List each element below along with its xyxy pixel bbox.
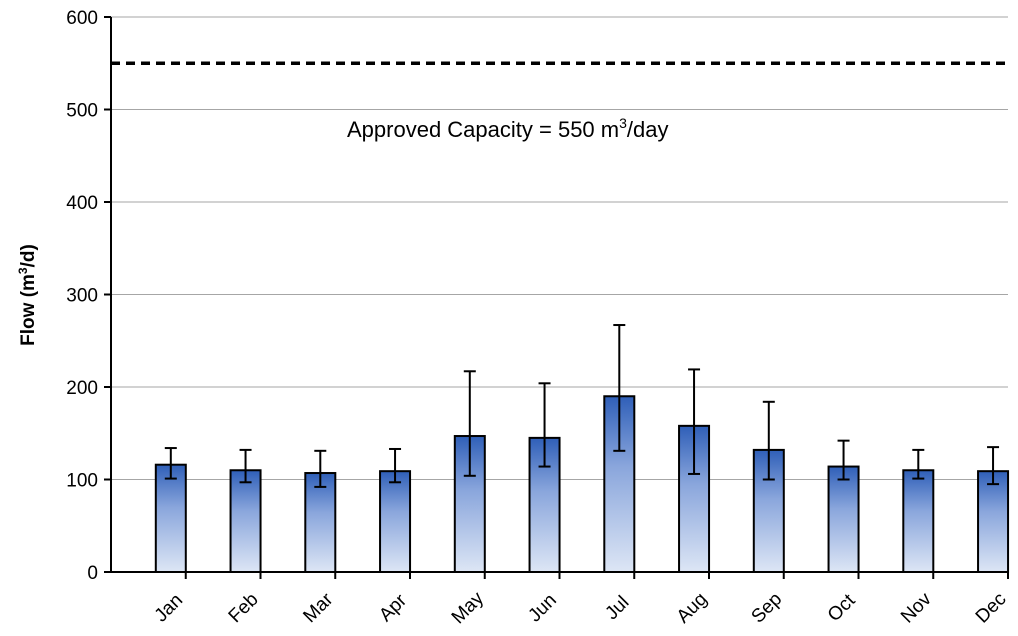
x-tick-label-aug: Aug [673, 589, 712, 628]
bar-jan [154, 463, 187, 574]
approved-capacity-label-main: Approved Capacity = 550 m [347, 117, 619, 142]
x-tick-labels: Jan Feb Mar Apr May Jun Jul Aug Sep Oct Nov Dec [151, 588, 1011, 629]
error-bars [164, 324, 1009, 579]
x-tick-label-mar: Mar [299, 589, 337, 627]
y-axis-title-main: Flow (m [18, 274, 39, 346]
y-tick-label-100: 100 [66, 471, 98, 492]
bar-oct [827, 465, 860, 573]
bar-mar [304, 472, 337, 573]
y-tick-label-500: 500 [66, 101, 98, 122]
x-tick-label-nov: Nov [897, 588, 936, 627]
x-tick-label-apr: Apr [375, 590, 411, 626]
y-tick-label-200: 200 [66, 378, 98, 399]
approved-capacity-label-superscript: 3 [619, 115, 627, 131]
bars [154, 395, 1010, 574]
y-axis-title: Flow (m3/d) [16, 244, 39, 346]
y-tick-label-0: 0 [87, 563, 98, 584]
bar-apr [379, 470, 412, 573]
x-tick-label-jan: Jan [151, 590, 188, 627]
y-tick-label-400: 400 [66, 193, 98, 214]
y-tick-label-600: 600 [66, 8, 98, 29]
axes [110, 17, 1008, 573]
x-tick-label-dec: Dec [972, 589, 1011, 628]
x-tick-label-oct: Oct [824, 590, 860, 626]
y-tick-label-300: 300 [66, 286, 98, 307]
y-axis-title-superscript: 3 [16, 267, 30, 274]
x-tick-label-sep: Sep [748, 589, 787, 628]
x-tick-label-jul: Jul [601, 592, 633, 624]
bar-nov [902, 469, 935, 573]
x-tick-label-feb: Feb [225, 589, 263, 627]
x-tick-label-jun: Jun [524, 590, 561, 627]
approved-capacity-label-unit: /day [627, 117, 669, 142]
x-tick-label-may: May [448, 588, 489, 629]
y-axis-title-unit: /d) [18, 244, 39, 267]
y-tick-labels: 0 100 200 300 400 500 600 [66, 8, 98, 584]
bar-feb [229, 469, 262, 573]
reference-line-group: Approved Capacity = 550 m3/day [111, 61, 1008, 142]
bar-dec [977, 470, 1010, 573]
approved-capacity-label: Approved Capacity = 550 m3/day [347, 115, 669, 142]
